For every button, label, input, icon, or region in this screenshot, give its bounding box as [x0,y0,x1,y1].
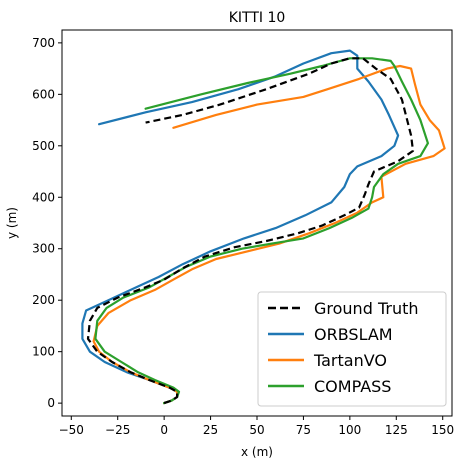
x-tick-label: 100 [338,423,361,437]
y-tick-label: 100 [32,345,55,359]
x-tick-label: 75 [296,423,311,437]
series-layer [81,49,446,405]
legend-box [257,291,447,407]
series-line-compass [94,57,429,405]
legend-label: ORBSLAM [314,325,393,344]
chart-title: KITTI 10 [229,10,286,26]
x-tick-label: 0 [160,423,168,437]
y-tick-label: 200 [32,293,55,307]
x-tick-label: 25 [203,423,218,437]
x-tick-label: −50 [59,423,84,437]
y-tick-label: 0 [47,396,55,410]
x-axis: −50 −25 0 25 50 75 100 125 150 [59,416,454,437]
y-tick-label: 500 [32,139,55,153]
x-tick-label: 125 [385,423,408,437]
x-tick-label: 150 [431,423,454,437]
legend-label: TartanVO [313,351,387,370]
x-tick-label: −25 [105,423,130,437]
x-axis-label: x (m) [241,445,273,459]
y-axis: 0 100 200 300 400 500 600 700 [32,36,62,410]
legend: Ground Truth ORBSLAM TartanVO COMPASS [257,291,447,407]
y-tick-label: 600 [32,87,55,101]
legend-label: COMPASS [314,377,391,396]
y-tick-label: 400 [32,190,55,204]
y-axis-label: y (m) [5,207,19,239]
series-line-ground-truth [86,57,415,405]
y-tick-label: 700 [32,36,55,50]
y-tick-label: 300 [32,242,55,256]
series-line-orbslam [81,49,400,405]
legend-label: Ground Truth [314,299,419,318]
x-tick-label: 50 [249,423,264,437]
